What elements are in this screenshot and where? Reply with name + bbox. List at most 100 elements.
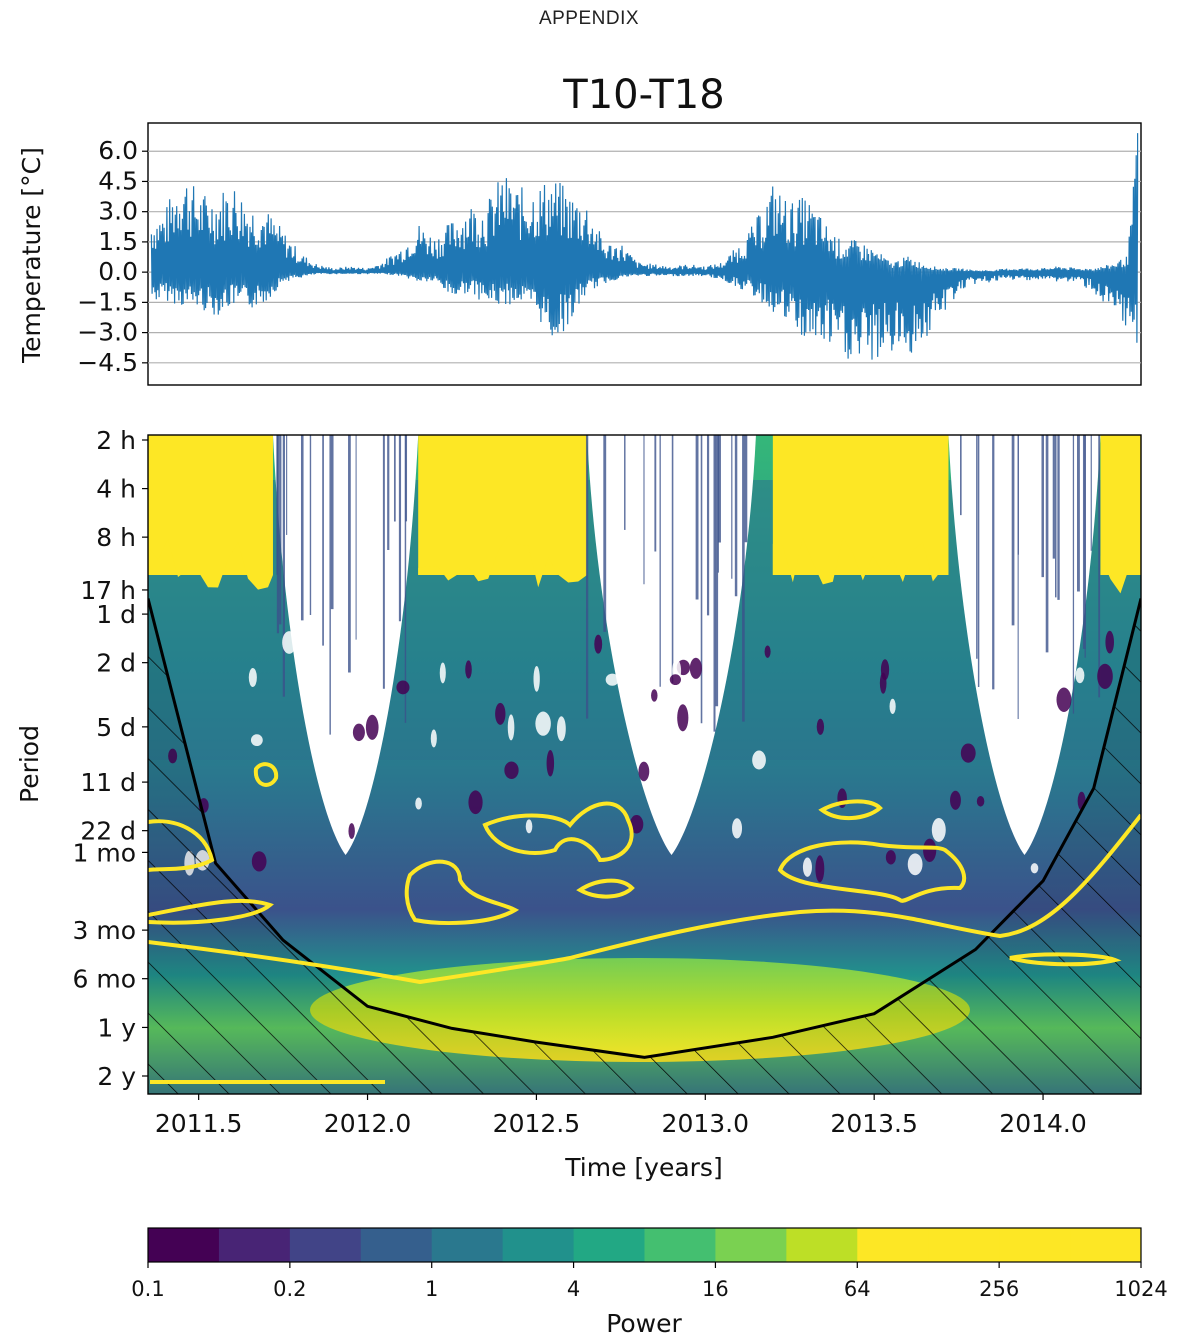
power-spot — [248, 667, 257, 688]
colorbar-tick-label: 4 — [567, 1277, 580, 1301]
period-tick-label: 11 d — [80, 768, 136, 797]
wavelet-panel: 2 h 4 h 8 h 17 h1 d 2 d 5 d 11 d 22 d1 mo 3 mo 6 … — [15, 426, 1142, 1182]
colorbar-tick-label: 1 — [425, 1277, 438, 1301]
power-spot — [651, 689, 658, 702]
y-tick-label: 4.5 — [98, 166, 138, 195]
power-spot — [546, 749, 555, 777]
power-spot — [365, 714, 379, 740]
period-tick-label: 22 d — [80, 817, 136, 846]
high-power-edge — [772, 537, 949, 585]
high-power-edge — [148, 539, 273, 590]
cone-of-influence-shade — [148, 598, 1141, 1094]
significance-contour — [148, 819, 215, 872]
power-spot — [669, 674, 681, 686]
y-tick-label: 3.0 — [98, 197, 138, 226]
temperature-y-label: Temperature [°C] — [17, 147, 46, 364]
y-tick-label: 6.0 — [98, 136, 138, 165]
power-spot — [950, 790, 961, 810]
power-spot — [415, 797, 422, 810]
period-tick-label: 2 d — [96, 649, 136, 678]
colorbar-swatches — [148, 1228, 1142, 1262]
time-tick-label: 2013.0 — [662, 1109, 749, 1138]
power-spot — [348, 823, 355, 839]
colorbar-tick-label: 16 — [702, 1277, 729, 1301]
significance-contour — [148, 898, 274, 925]
power-spot — [605, 673, 619, 686]
high-power-edge — [418, 535, 588, 588]
colorbar-swatch — [431, 1228, 504, 1262]
colorbar-swatch — [786, 1228, 858, 1262]
power-spot — [504, 761, 519, 780]
power-spot — [907, 853, 923, 876]
colorbar-swatch — [857, 1228, 929, 1262]
power-spot — [439, 662, 446, 684]
power-spot — [764, 645, 771, 658]
high-power-edge — [1100, 540, 1141, 594]
colorbar-swatch — [928, 1228, 1000, 1262]
period-tick-label: 1 d — [96, 600, 136, 629]
colorbar-tick-label: 64 — [844, 1277, 871, 1301]
power-spot — [994, 745, 1003, 774]
temperature-axes-frame — [147, 122, 1142, 386]
power-spot — [960, 743, 976, 763]
power-spot — [1105, 630, 1114, 654]
power-spot — [732, 818, 743, 839]
power-spot — [465, 660, 472, 679]
period-tick-label: 5 d — [96, 713, 136, 742]
colorbar-swatch — [573, 1228, 645, 1262]
significance-contour — [818, 799, 883, 821]
time-tick-label: 2012.5 — [493, 1109, 580, 1138]
period-tick-label: 17 h — [80, 576, 136, 605]
colorbar: 0.1 0.2 1 4 16 64 256 1024 Power — [131, 1227, 1168, 1338]
significance-contour — [253, 762, 279, 787]
colorbar-swatch — [502, 1228, 575, 1262]
significance-contour — [777, 840, 967, 903]
colorbar-swatch — [715, 1228, 787, 1262]
power-spot — [677, 704, 689, 732]
time-tick-label: 2014.0 — [999, 1109, 1086, 1138]
power-spot — [1075, 667, 1085, 684]
power-spot — [533, 665, 540, 692]
y-tick-label: −3.0 — [77, 318, 138, 347]
low-power-region — [948, 435, 1101, 855]
colorbar-ticks: 0.1 0.2 1 4 16 64 256 1024 — [131, 1262, 1168, 1301]
period-y-ticks: 2 h 4 h 8 h 17 h1 d 2 d 5 d 11 d 22 d1 mo 3 mo 6 … — [72, 426, 148, 1091]
period-tick-label: 1 mo — [72, 838, 136, 867]
period-y-label: Period — [15, 725, 44, 803]
colorbar-tick-label: 256 — [979, 1277, 1019, 1301]
power-spot — [594, 634, 603, 654]
power-spot — [885, 850, 896, 865]
time-tick-label: 2012.0 — [324, 1109, 411, 1138]
colorbar-label: Power — [606, 1309, 682, 1338]
power-spot — [931, 817, 946, 842]
low-power-region — [272, 435, 419, 855]
power-spot — [815, 855, 825, 883]
significance-contour — [576, 878, 635, 899]
power-spot — [629, 814, 644, 834]
power-spot — [430, 729, 437, 748]
colorbar-tick-label: 0.2 — [273, 1277, 306, 1301]
power-spot — [396, 680, 410, 695]
period-tick-label: 2 h — [96, 426, 136, 455]
power-spot — [468, 790, 483, 815]
cone-of-influence-hatch — [148, 598, 1141, 1094]
period-tick-label: 3 mo — [72, 916, 136, 945]
colorbar-swatch — [999, 1228, 1071, 1262]
colorbar-tick-label: 1024 — [1114, 1277, 1167, 1301]
wavelet-axes-frame — [147, 434, 1142, 1095]
temperature-series-line — [150, 133, 1139, 360]
power-spot — [1056, 687, 1072, 712]
power-spot — [1030, 863, 1039, 874]
colorbar-swatch — [289, 1228, 362, 1262]
power-spot — [507, 714, 515, 741]
power-spot — [802, 857, 812, 877]
time-x-ticks: 2011.5 2012.0 2012.5 2013.0 2013.5 2014.0 — [155, 1094, 1087, 1138]
power-spot — [282, 631, 297, 654]
colorbar-swatch — [148, 1228, 220, 1262]
time-tick-label: 2013.5 — [830, 1109, 917, 1138]
power-spot — [752, 750, 766, 770]
power-spot — [343, 771, 350, 785]
significance-contour — [1009, 952, 1122, 967]
power-spot — [250, 734, 263, 747]
